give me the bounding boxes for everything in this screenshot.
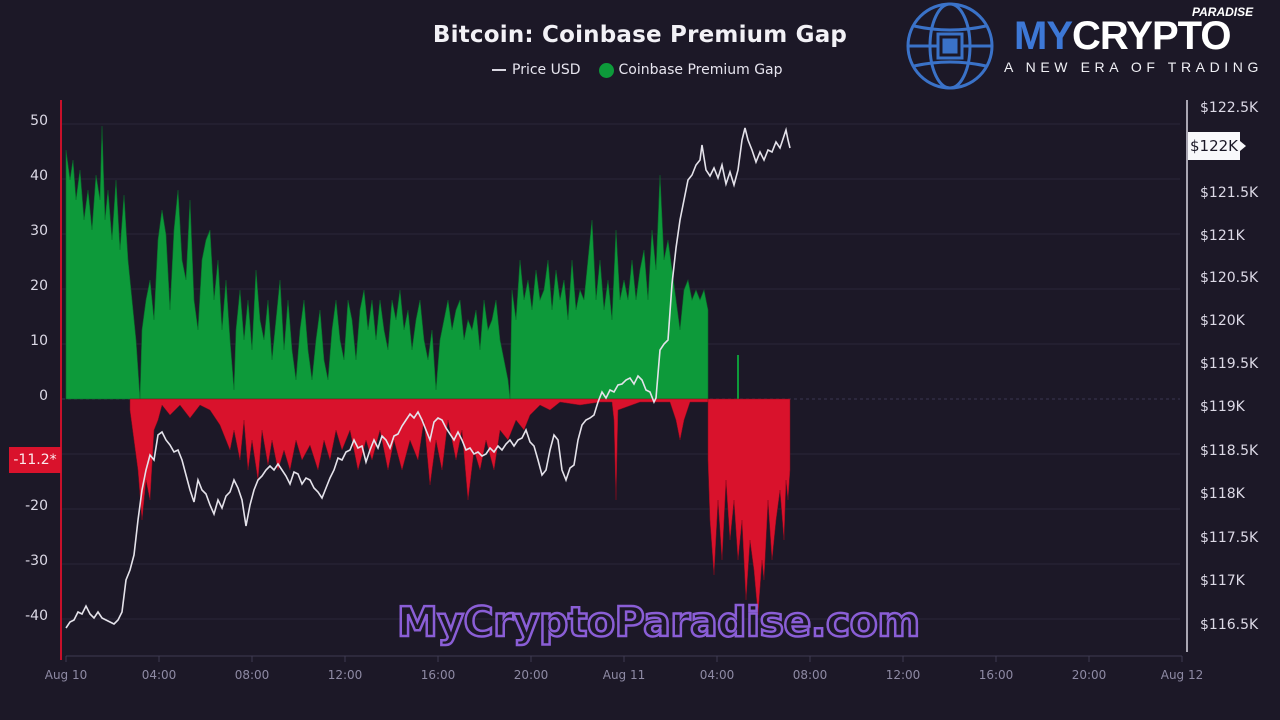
premium-legend-dot-icon bbox=[598, 62, 614, 78]
right-axis-tick: $117.5K bbox=[1200, 530, 1259, 546]
logo-paradise-text: PARADISE bbox=[1192, 5, 1254, 19]
x-axis-tick: 08:00 bbox=[792, 668, 828, 682]
x-axis-tick: 16:00 bbox=[420, 668, 456, 682]
current-gap-badge: -11.2* bbox=[9, 447, 61, 473]
right-axis-tick: $116.5K bbox=[1200, 617, 1259, 633]
left-axis-tick: -30 bbox=[25, 553, 48, 569]
x-axis-tick: Aug 11 bbox=[602, 668, 646, 682]
right-axis-tick: $118.5K bbox=[1200, 443, 1259, 459]
price-legend-line-icon bbox=[492, 69, 506, 71]
brand-logo: PARADISE bbox=[900, 0, 1280, 96]
x-axis-tick: 12:00 bbox=[885, 668, 921, 682]
x-axis-tick: 20:00 bbox=[513, 668, 549, 682]
globe-chip-icon bbox=[906, 2, 994, 90]
chart-title: Bitcoin: Coinbase Premium Gap bbox=[432, 22, 848, 48]
x-axis-tick: 12:00 bbox=[327, 668, 363, 682]
left-axis-tick: 20 bbox=[30, 278, 48, 294]
right-axis-tick: $122.5K bbox=[1200, 100, 1259, 116]
current-price-badge: $122K bbox=[1188, 132, 1246, 160]
legend-item-price[interactable]: Price USD bbox=[512, 62, 581, 78]
x-axis-tick: Aug 12 bbox=[1160, 668, 1204, 682]
logo-wordmark: MYCRYPTO bbox=[1014, 14, 1231, 58]
right-axis-tick: $121.5K bbox=[1200, 185, 1259, 201]
left-axis-tick: 10 bbox=[30, 333, 48, 349]
x-axis-ticks bbox=[65, 656, 1183, 662]
left-axis-tick: 50 bbox=[30, 113, 48, 129]
right-axis-tick: $118K bbox=[1200, 486, 1245, 502]
right-axis-tick: $120.5K bbox=[1200, 270, 1259, 286]
left-axis-tick: 40 bbox=[30, 168, 48, 184]
right-axis-tick: $120K bbox=[1200, 313, 1245, 329]
watermark-text: MyCryptoParadise.com bbox=[396, 597, 922, 648]
right-axis-tick: $119K bbox=[1200, 399, 1245, 415]
chart-legend: Price USD Coinbase Premium Gap bbox=[492, 62, 783, 78]
left-axis-tick: 30 bbox=[30, 223, 48, 239]
right-axis-tick: $121K bbox=[1200, 228, 1245, 244]
x-axis-tick: 20:00 bbox=[1071, 668, 1107, 682]
premium-gap-negative-block bbox=[707, 398, 791, 616]
x-axis-tick: 08:00 bbox=[234, 668, 270, 682]
right-axis-tick: $119.5K bbox=[1200, 356, 1259, 372]
x-axis-tick: 16:00 bbox=[978, 668, 1014, 682]
legend-item-premium-gap[interactable]: Coinbase Premium Gap bbox=[618, 62, 783, 78]
left-axis-tick: -40 bbox=[25, 608, 48, 624]
x-axis-tick: 04:00 bbox=[141, 668, 177, 682]
left-axis-tick: 0 bbox=[39, 388, 48, 404]
right-axis-tick: $117K bbox=[1200, 573, 1245, 589]
price-usd-line bbox=[65, 126, 791, 629]
x-axis-tick: Aug 10 bbox=[44, 668, 88, 682]
premium-gap-positive-bars bbox=[65, 125, 709, 400]
x-axis-tick: 04:00 bbox=[699, 668, 735, 682]
logo-tagline: A NEW ERA OF TRADING bbox=[1004, 59, 1263, 75]
left-axis-tick: -20 bbox=[25, 498, 48, 514]
